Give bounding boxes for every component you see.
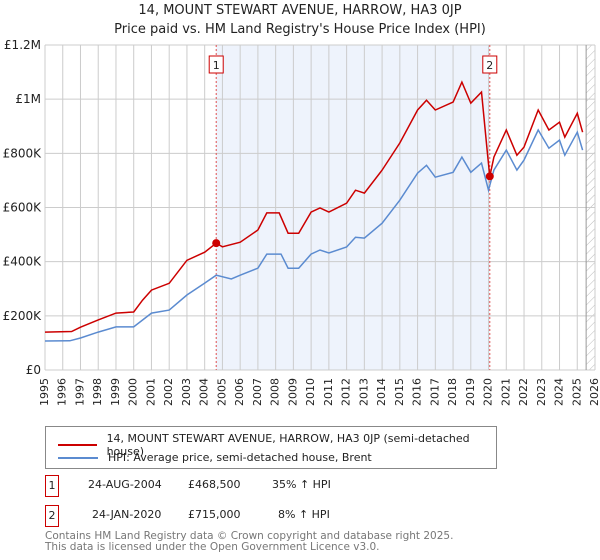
x-tick-label: 1998 bbox=[91, 378, 104, 406]
chart-title: 14, MOUNT STEWART AVENUE, HARROW, HA3 0J… bbox=[138, 3, 462, 18]
footer-line-2: This data is licensed under the Open Gov… bbox=[45, 541, 380, 553]
x-tick-label: 2000 bbox=[127, 378, 140, 406]
x-tick-label: 2019 bbox=[464, 378, 477, 406]
x-tick-label: 2011 bbox=[322, 378, 335, 406]
legend-swatch-hpi bbox=[58, 456, 98, 459]
x-tick-label: 2008 bbox=[269, 378, 282, 406]
x-tick-label: 1999 bbox=[109, 378, 122, 406]
x-tick-label: 2003 bbox=[180, 378, 193, 406]
x-tick-label: 2022 bbox=[517, 378, 530, 406]
legend-item-hpi: HPI: Average price, semi-detached house,… bbox=[58, 451, 372, 464]
y-tick-label: £800K bbox=[3, 146, 43, 160]
x-tick-label: 2009 bbox=[286, 378, 299, 406]
x-tick-label: 2015 bbox=[393, 378, 406, 406]
x-tick-label: 2013 bbox=[357, 378, 370, 406]
chart-subtitle: Price paid vs. HM Land Registry's House … bbox=[114, 22, 486, 37]
sale-date: 24-AUG-2004 bbox=[88, 478, 162, 491]
x-tick-label: 2017 bbox=[428, 378, 441, 406]
legend-swatch-property bbox=[58, 444, 97, 446]
x-tick-label: 2007 bbox=[251, 378, 264, 406]
y-tick-label: £400K bbox=[3, 255, 43, 269]
sale-label-box bbox=[208, 55, 224, 74]
y-tick-label: £0 bbox=[26, 363, 41, 377]
y-tick-label: £600K bbox=[3, 201, 43, 215]
x-tick-label: 2012 bbox=[340, 378, 353, 406]
property-price-line bbox=[44, 80, 584, 333]
x-tick-label: 2016 bbox=[411, 378, 424, 406]
legend-label-hpi: HPI: Average price, semi-detached house,… bbox=[108, 451, 372, 464]
legend: 14, MOUNT STEWART AVENUE, HARROW, HA3 0J… bbox=[45, 426, 497, 469]
sale-label: 2 bbox=[486, 59, 493, 72]
sale-hpi-diff: 8% ↑ HPI bbox=[278, 508, 330, 521]
x-tick-label: 2006 bbox=[233, 378, 246, 406]
sale-label-box bbox=[482, 55, 498, 74]
sale-price: £468,500 bbox=[188, 478, 241, 491]
sale-badge: 1 bbox=[45, 475, 59, 497]
sale-badge: 2 bbox=[45, 505, 59, 527]
footer: Contains HM Land Registry data © Crown c… bbox=[45, 531, 453, 553]
x-tick-label: 2026 bbox=[588, 378, 600, 406]
sale-row-1: 1 24-AUG-2004 £468,500 35% ↑ HPI bbox=[45, 475, 545, 497]
sale-row-2: 2 24-JAN-2020 £715,000 8% ↑ HPI bbox=[45, 505, 545, 527]
x-tick-label: 2021 bbox=[499, 378, 512, 406]
sale-label: 1 bbox=[213, 59, 220, 72]
legend-label-property: 14, MOUNT STEWART AVENUE, HARROW, HA3 0J… bbox=[106, 432, 470, 458]
x-tick-label: 2005 bbox=[215, 378, 228, 406]
sale-hpi-diff: 35% ↑ HPI bbox=[272, 478, 331, 491]
x-tick-label: 1995 bbox=[38, 378, 51, 406]
sale-point bbox=[212, 239, 221, 248]
x-tick-label: 2023 bbox=[535, 378, 548, 406]
sale-point bbox=[485, 172, 494, 181]
x-tick-label: 2001 bbox=[144, 378, 157, 406]
x-tick-label: 2024 bbox=[553, 378, 566, 406]
y-tick-label: £1M bbox=[15, 92, 41, 106]
legend-item-property: 14, MOUNT STEWART AVENUE, HARROW, HA3 0J… bbox=[58, 432, 496, 458]
price-chart: 1995 1996 1997 1998 1999 2000 2001 2002 2003 2004… bbox=[3, 38, 600, 406]
hpi-line bbox=[44, 128, 584, 342]
x-tick-label: 2014 bbox=[375, 378, 388, 406]
x-tick-label: 1997 bbox=[73, 378, 86, 406]
x-tick-label: 2025 bbox=[570, 378, 583, 406]
x-tick-label: 2018 bbox=[446, 378, 459, 406]
x-tick-label: 1996 bbox=[56, 378, 69, 406]
x-tick-label: 2020 bbox=[482, 378, 495, 406]
x-tick-label: 2004 bbox=[198, 378, 211, 406]
sale-date: 24-JAN-2020 bbox=[92, 508, 162, 521]
footer-line-1: Contains HM Land Registry data © Crown c… bbox=[45, 530, 454, 542]
x-tick-label: 2010 bbox=[304, 378, 317, 406]
x-tick-label: 2002 bbox=[162, 378, 175, 406]
y-tick-label: £1.2M bbox=[4, 38, 41, 52]
y-tick-label: £200K bbox=[3, 309, 43, 323]
sale-price: £715,000 bbox=[188, 508, 241, 521]
